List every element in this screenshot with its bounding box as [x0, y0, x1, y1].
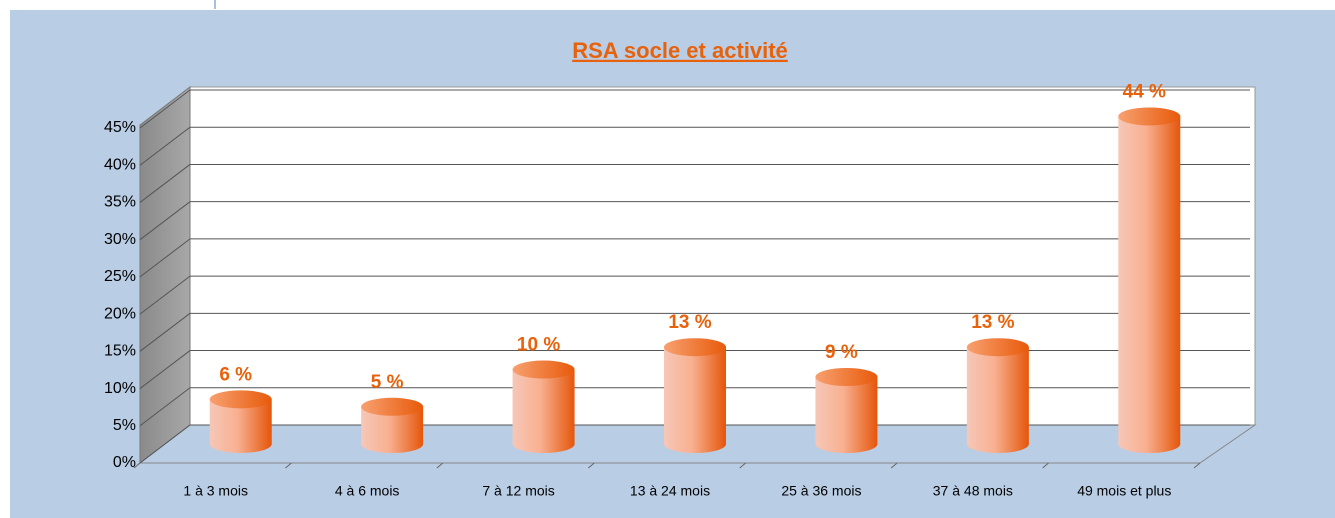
- x-tick-label: 37 à 48 mois: [933, 483, 1013, 499]
- x-tick: [890, 462, 898, 469]
- grid-line: [139, 126, 191, 166]
- value-label: 9 %: [825, 342, 858, 363]
- grid-line: [139, 238, 191, 278]
- x-tick-label: 7 à 12 mois: [482, 483, 554, 499]
- cylinder-top: [361, 397, 424, 416]
- grid-line: [139, 387, 191, 427]
- y-tick-label: 15%: [104, 343, 136, 360]
- cylinder-top: [815, 368, 878, 386]
- x-tick: [739, 462, 747, 469]
- chart-title: RSA socle et activité: [572, 38, 788, 63]
- cylinder: [815, 377, 878, 453]
- value-label: 5 %: [371, 372, 404, 393]
- cylinder: [664, 347, 726, 453]
- grid-line: [139, 201, 191, 241]
- x-tick-label: 25 à 36 mois: [781, 483, 861, 499]
- y-tick-label: 35%: [104, 194, 136, 211]
- grid-line: [139, 350, 191, 389]
- grid-line: [139, 275, 191, 315]
- y-tick-label: 10%: [104, 380, 136, 397]
- x-tick-label: 1 à 3 mois: [183, 483, 248, 499]
- x-tick: [1193, 462, 1201, 469]
- y-tick-label: 30%: [104, 231, 136, 248]
- cylinder-top: [664, 338, 726, 357]
- grid-line: [139, 89, 191, 129]
- cylinder-top: [209, 390, 272, 409]
- y-tick-label: 0%: [113, 454, 136, 471]
- grid-line: [139, 164, 191, 203]
- x-tick-label: 49 mois et plus: [1077, 483, 1171, 499]
- value-label: 13 %: [971, 312, 1014, 333]
- cylinder-top: [966, 338, 1029, 357]
- value-label: 10 %: [517, 335, 560, 356]
- y-tick-label: 25%: [104, 268, 136, 285]
- x-tick: [1042, 462, 1049, 469]
- value-label: 44 %: [1123, 81, 1166, 102]
- y-tick-label: 40%: [104, 156, 136, 173]
- y-tick-label: 20%: [104, 305, 136, 322]
- cylinder-top: [1118, 107, 1181, 126]
- x-tick-label: 13 à 24 mois: [630, 483, 710, 499]
- value-label: 6 %: [219, 364, 252, 385]
- x-tick: [133, 462, 141, 469]
- cylinder: [512, 369, 575, 453]
- x-tick: [285, 462, 292, 469]
- y-tick-label: 5%: [113, 417, 136, 434]
- grid-line: [139, 424, 191, 464]
- x-tick-label: 4 à 6 mois: [335, 483, 400, 499]
- cylinder: [1118, 116, 1181, 453]
- y-tick-label: 45%: [104, 119, 136, 136]
- cylinder: [361, 406, 424, 453]
- value-label: 13 %: [668, 312, 711, 333]
- x-tick: [436, 462, 444, 469]
- cylinder-top: [512, 360, 575, 379]
- grid-line: [139, 312, 191, 352]
- cylinder: [966, 347, 1029, 453]
- cylinder: [209, 399, 272, 453]
- x-tick: [587, 462, 595, 469]
